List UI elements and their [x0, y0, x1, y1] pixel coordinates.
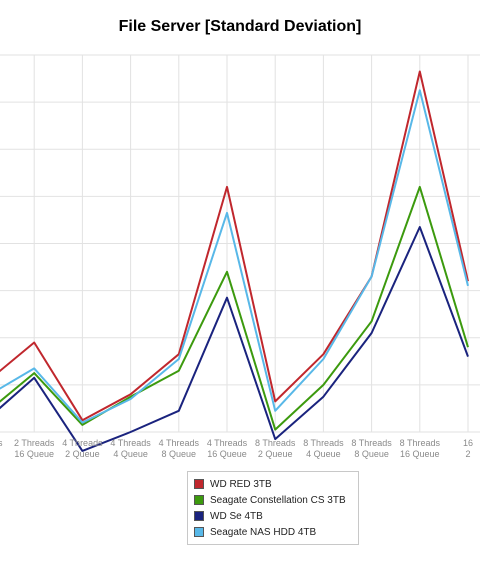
legend-item-wd-red: WD RED 3TB	[194, 476, 352, 492]
x-tick-label: 4 Threads	[207, 438, 248, 448]
x-tick-label: 8 Threads	[255, 438, 296, 448]
legend-item-seagate-nas: Seagate NAS HDD 4TB	[194, 524, 352, 540]
series-line-0	[0, 70, 469, 422]
x-tick-label: Threads	[0, 438, 3, 448]
grid-layer	[0, 54, 480, 433]
x-tick-label: 2 Queue	[65, 449, 100, 459]
legend-swatch-wd-red	[194, 479, 204, 489]
legend-swatch-wd-se	[194, 511, 204, 521]
x-tick-label: 4 Threads	[62, 438, 103, 448]
series-line-2	[0, 226, 469, 452]
series-line-1	[0, 185, 469, 431]
series-layer	[0, 70, 469, 452]
x-tick-label: 2	[465, 449, 470, 459]
x-tick-label: 2 Threads	[14, 438, 55, 448]
legend-label-seagate-nas: Seagate NAS HDD 4TB	[210, 526, 317, 538]
legend-label-seagate-constellation: Seagate Constellation CS 3TB	[210, 494, 346, 506]
legend-label-wd-se: WD Se 4TB	[210, 510, 263, 522]
x-tick-label: 8 Queue	[354, 449, 389, 459]
legend-item-wd-se: WD Se 4TB	[194, 508, 352, 524]
x-tick-label: 2 Queue	[258, 449, 293, 459]
legend: WD RED 3TB Seagate Constellation CS 3TB …	[187, 471, 359, 545]
x-tick-label: 8 Threads	[351, 438, 392, 448]
chart-title: File Server [Standard Deviation]	[118, 18, 362, 35]
x-tick-label: 4 Threads	[159, 438, 200, 448]
series-line-3	[0, 89, 469, 424]
legend-swatch-seagate-nas	[194, 527, 204, 537]
x-tick-label: 16 Queue	[400, 449, 440, 459]
legend-item-seagate-constellation: Seagate Constellation CS 3TB	[194, 492, 352, 508]
x-tick-label: 16 Queue	[207, 449, 247, 459]
x-tick-label: 8 Threads	[400, 438, 441, 448]
legend-swatch-seagate-constellation	[194, 495, 204, 505]
x-tick-label: 8 Queue	[162, 449, 197, 459]
x-tick-label: 4 Queue	[113, 449, 148, 459]
x-tick-label: 16	[463, 438, 473, 448]
x-tick-label: 4 Threads	[110, 438, 151, 448]
x-tick-label: 4 Queue	[306, 449, 341, 459]
x-tick-label: 8 Threads	[303, 438, 344, 448]
x-tick-label: 16 Queue	[14, 449, 54, 459]
legend-label-wd-red: WD RED 3TB	[210, 478, 272, 490]
